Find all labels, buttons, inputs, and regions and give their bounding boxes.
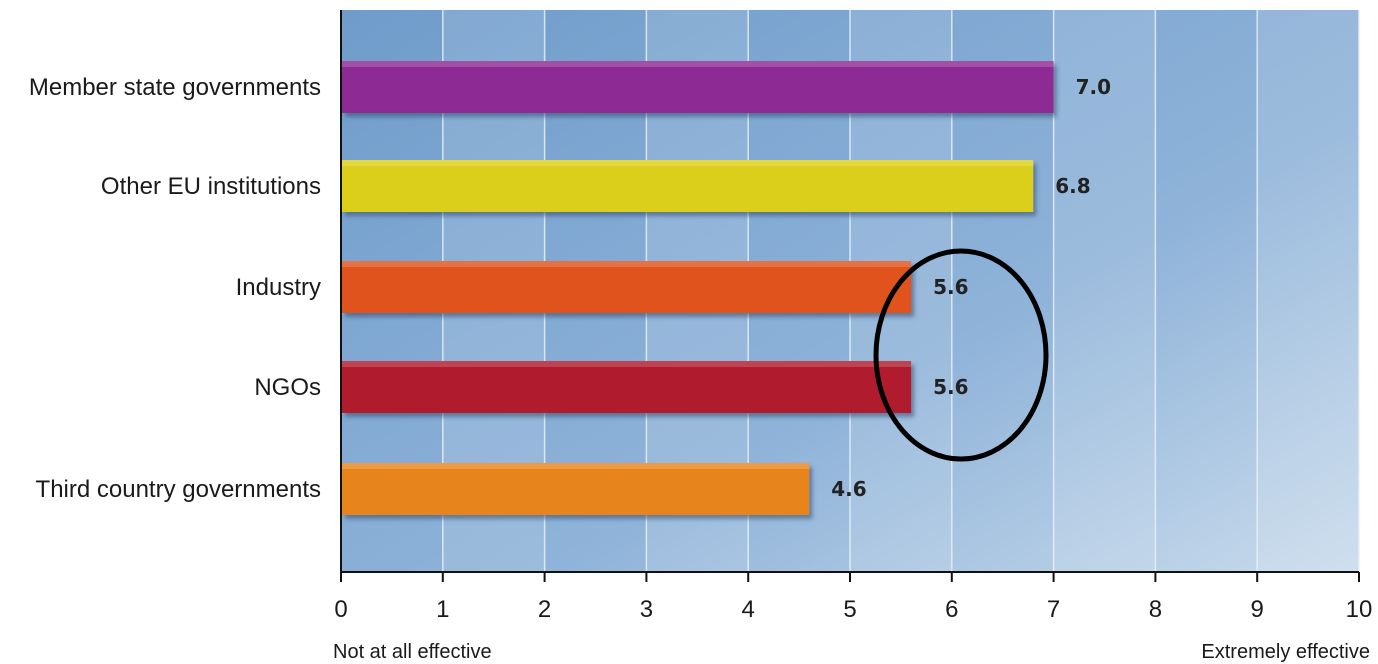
x-tick-label: 8 [1149,596,1162,623]
x-tick-label: 2 [538,596,551,623]
x-tick-label: 1 [436,596,449,623]
bar-highlight [342,361,912,367]
bar [342,61,1054,113]
bar [342,463,810,515]
data-label: 5.6 [933,375,968,399]
bar [342,261,912,313]
x-tick-label: 9 [1251,596,1264,623]
category-label: NGOs [254,374,321,401]
grid-band [1257,10,1359,572]
bar-highlight [342,61,1054,67]
x-tick-label: 4 [742,596,755,623]
data-label: 4.6 [831,477,866,501]
category-label: Other EU institutions [101,173,321,200]
x-tick-label: 10 [1346,596,1373,623]
category-label: Third country governments [36,476,321,503]
data-label: 6.8 [1055,174,1090,198]
data-label: 5.6 [933,275,968,299]
scale-min-label: Not at all effective [333,641,492,663]
category-label: Industry [236,274,321,301]
x-tick-label: 3 [640,596,653,623]
grid-band [1053,10,1156,572]
highlight-ellipse [873,248,1049,462]
bar-highlight [342,261,912,267]
x-tick-label: 5 [843,596,856,623]
x-tick-label: 0 [334,596,347,623]
x-tick-label: 7 [1047,596,1060,623]
category-label: Member state governments [29,74,321,101]
bar-highlight [342,160,1034,166]
bar [342,361,912,413]
bar [342,160,1034,212]
x-tick-label: 6 [945,596,958,623]
bar-highlight [342,463,810,469]
scale-max-label: Extremely effective [1201,641,1370,663]
data-label: 7.0 [1076,75,1111,99]
